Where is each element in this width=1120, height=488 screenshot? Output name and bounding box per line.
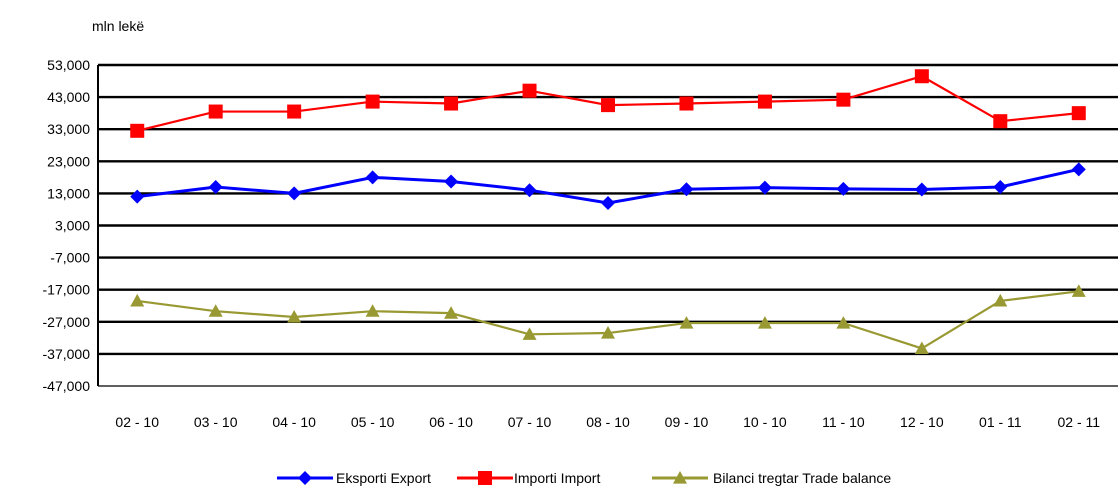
data-point	[522, 183, 537, 198]
data-point	[208, 179, 223, 194]
data-point	[757, 180, 772, 195]
data-point	[444, 96, 459, 111]
data-point	[757, 316, 772, 329]
y-tick-label: -7,000	[50, 250, 90, 266]
x-tick-label: 11 - 10	[822, 414, 865, 430]
x-tick-label: 09 - 10	[665, 414, 709, 430]
data-point	[601, 98, 615, 113]
unit-label: mln lekë	[92, 18, 145, 34]
y-tick-label: 13,000	[47, 185, 90, 201]
y-tick-label: 33,000	[47, 121, 90, 137]
data-point	[287, 309, 302, 323]
data-point	[208, 304, 223, 317]
data-point	[601, 326, 615, 339]
data-point	[1071, 162, 1086, 177]
x-tick-label: 02 - 11	[1057, 414, 1100, 430]
y-tick-label: 53,000	[47, 57, 90, 73]
data-point	[914, 341, 929, 355]
data-point	[836, 181, 851, 196]
data-point	[914, 182, 929, 197]
data-point	[522, 327, 537, 340]
data-point	[130, 189, 145, 204]
x-tick-label: 12 - 10	[900, 414, 944, 430]
data-point	[1071, 284, 1086, 297]
data-point	[365, 94, 380, 109]
x-tick-label: 10 - 10	[743, 414, 787, 430]
data-point	[287, 104, 302, 119]
data-point	[444, 174, 459, 189]
x-tick-label: 01 - 11	[979, 414, 1022, 430]
data-point	[208, 104, 223, 119]
data-point	[444, 306, 459, 319]
data-point	[679, 182, 694, 197]
data-point	[365, 304, 380, 317]
series-line	[137, 290, 1079, 350]
data-point	[679, 96, 694, 111]
data-point	[287, 186, 302, 201]
data-point	[993, 293, 1008, 307]
data-point	[836, 316, 851, 329]
data-point	[522, 83, 537, 98]
data-point	[365, 170, 380, 185]
x-tick-label: 05 - 10	[351, 414, 395, 430]
legend-label: Importi Import	[514, 470, 600, 486]
legend-label: Eksporti Export	[336, 470, 431, 486]
y-tick-label: 3,000	[55, 218, 90, 234]
y-tick-label: -37,000	[43, 346, 91, 362]
data-point	[130, 123, 145, 138]
y-tick-label: 23,000	[47, 153, 90, 169]
legend-marker	[478, 471, 492, 485]
y-tick-label: -27,000	[43, 314, 91, 330]
data-point	[601, 196, 615, 211]
data-point	[836, 92, 851, 107]
y-tick-label: 43,000	[47, 89, 90, 105]
x-tick-label: 07 - 10	[508, 414, 552, 430]
data-point	[914, 69, 929, 84]
legend-marker	[673, 471, 687, 484]
legend-marker	[298, 471, 312, 485]
x-tick-label: 04 - 10	[272, 414, 316, 430]
data-point	[130, 293, 145, 307]
x-tick-label: 08 - 10	[586, 414, 630, 430]
legend-label: Bilanci tregtar Trade balance	[713, 470, 891, 486]
x-tick-label: 03 - 10	[194, 414, 238, 430]
data-point	[679, 316, 694, 329]
data-point	[993, 179, 1008, 194]
x-tick-label: 06 - 10	[429, 414, 473, 430]
data-point	[757, 94, 772, 109]
data-point	[993, 114, 1008, 129]
x-tick-label: 02 - 10	[115, 414, 159, 430]
data-point	[1071, 106, 1086, 121]
y-tick-label: -47,000	[43, 378, 91, 394]
y-tick-label: -17,000	[43, 282, 91, 298]
